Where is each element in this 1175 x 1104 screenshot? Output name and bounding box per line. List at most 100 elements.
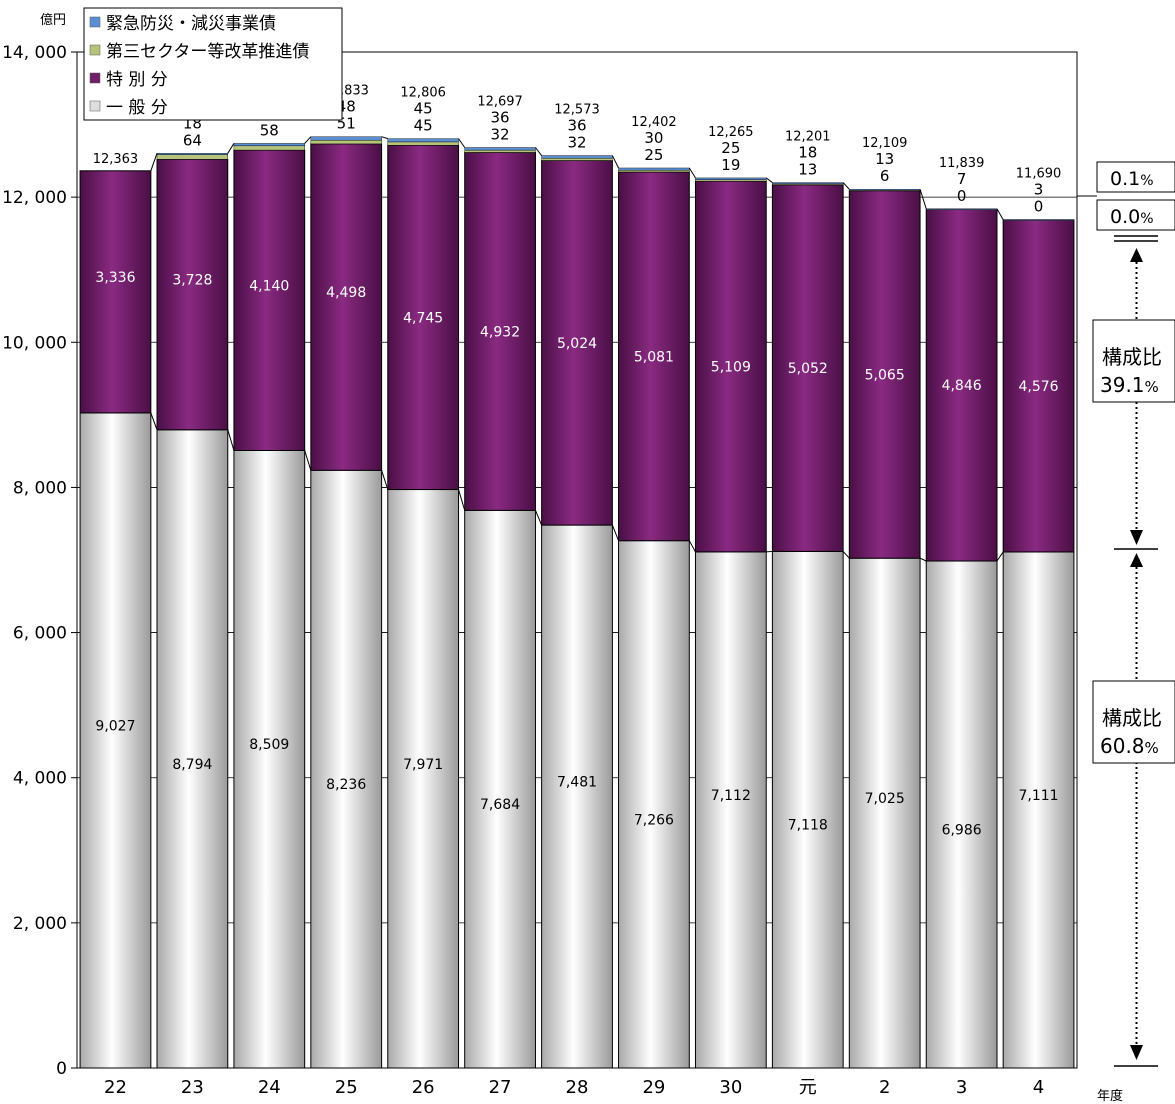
data-label-general: 7,025 [865, 791, 905, 807]
x-tick-label: 22 [104, 1077, 127, 1098]
data-label-general: 7,112 [711, 788, 751, 804]
data-label-total: 12,402 [631, 115, 677, 130]
bar-segment-general [233, 449, 306, 1069]
data-label-special: 4,932 [480, 324, 520, 340]
data-label-third-sector: 32 [567, 134, 586, 152]
y-axis-unit: 億円 [40, 12, 66, 28]
ratio-box-special-value: 39.1% [1100, 373, 1159, 397]
bar-segment-emergency [772, 182, 844, 185]
bar-segment-third-sector [464, 149, 536, 153]
legend-swatch-special [89, 72, 101, 84]
bar-segment-emergency [233, 143, 305, 147]
data-label-third-sector: 13 [798, 161, 817, 179]
x-axis-labels: 22 23 24 25 26 27 28 29 30 元 2 3 4 [104, 1077, 1044, 1098]
data-label-emergency: 45 [414, 100, 433, 118]
y-tick-label: 2, 000 [13, 914, 67, 934]
ratio-box-third-sector [1096, 199, 1175, 231]
data-label-general: 6,986 [942, 823, 982, 839]
bar-segment-general [310, 469, 383, 1069]
data-label-special: 3,728 [172, 273, 212, 289]
y-tick-label: 12, 000 [2, 188, 67, 208]
bar-segment-emergency [618, 167, 690, 171]
legend-swatch-emergency [89, 16, 101, 28]
y-tick-label: 14, 000 [2, 43, 67, 63]
bar-segment-special [387, 144, 460, 491]
data-label-third-sector: 58 [260, 121, 279, 139]
legend-label-third-sector: 第三セクター等改革推進債 [106, 42, 309, 62]
y-tick-label: 10, 000 [2, 333, 67, 353]
data-label-third-sector: 25 [644, 146, 663, 164]
legend-label-special: 特 別 分 [106, 70, 168, 90]
bar-segment-emergency [310, 136, 382, 141]
bar-segment-special [618, 171, 690, 542]
bar-segment-general [156, 429, 229, 1069]
ratio-box-emergency [1096, 161, 1175, 193]
bar-segment-special [694, 180, 767, 553]
data-label-general: 7,111 [1018, 788, 1058, 804]
data-label-special: 4,576 [1018, 379, 1058, 395]
bar-segment-special [79, 170, 152, 414]
y-tick-label: 4, 000 [13, 769, 67, 789]
data-label-third-sector: 6 [880, 167, 890, 185]
bar-segment-general [464, 509, 536, 1069]
bar-segment-special [541, 159, 613, 526]
connector-line-top [765, 177, 773, 183]
connector-line-top [688, 167, 696, 179]
bar-segment-special [1002, 219, 1075, 553]
bar-segment-emergency [464, 147, 536, 151]
bar-segment-emergency [695, 177, 767, 180]
data-label-third-sector: 45 [414, 117, 433, 135]
connector-line-top [304, 136, 312, 144]
legend-swatch-third-sector [89, 44, 101, 56]
connector-line-top [535, 147, 543, 156]
connector-line-top [996, 208, 1004, 220]
connector-line-top [150, 153, 158, 171]
connector-line-general [227, 429, 235, 451]
data-label-special: 5,081 [634, 349, 674, 365]
data-label-third-sector: 0 [957, 187, 967, 205]
ratio-box-third-sector-text: 0.0% [1110, 206, 1154, 228]
data-label-emergency: 3 [1034, 181, 1044, 199]
connector-line-general [535, 510, 543, 526]
x-tick-label: 元 [799, 1077, 817, 1098]
data-label-emergency: 18 [798, 144, 817, 162]
data-label-third-sector: 64 [183, 131, 202, 149]
arrow-head-down-general [1130, 1045, 1143, 1060]
bar-segment-emergency [926, 208, 998, 210]
connector-line-top [381, 136, 388, 140]
connector-line-general [842, 551, 850, 559]
bar-segment-general [694, 551, 767, 1069]
x-tick-label: 4 [1033, 1077, 1044, 1098]
x-tick-label: 27 [489, 1077, 512, 1098]
data-label-general: 8,794 [172, 757, 212, 773]
bar-segment-general [1002, 551, 1075, 1069]
bar-segment-general [771, 550, 844, 1069]
x-tick-label: 30 [719, 1077, 742, 1098]
data-label-total: 12,363 [93, 152, 139, 167]
data-label-special: 5,052 [788, 361, 828, 377]
x-tick-label: 2 [879, 1077, 890, 1098]
bar-segment-special [848, 190, 921, 559]
data-label-special: 4,745 [403, 310, 443, 326]
data-label-third-sector: 0 [1034, 198, 1044, 216]
connector-line-general [458, 489, 466, 511]
data-label-general: 8,509 [249, 737, 289, 753]
connector-line-top [227, 143, 235, 154]
bar-segment-general [618, 540, 690, 1069]
data-label-emergency: 30 [644, 129, 663, 147]
x-tick-label: 28 [566, 1077, 589, 1098]
y-tick-label: 0 [56, 1059, 67, 1079]
bar-segment-third-sector [618, 169, 690, 173]
connector-line-general [688, 540, 696, 553]
bar-segment-third-sector [695, 179, 767, 182]
connector-line-top [919, 189, 927, 209]
data-label-special: 4,140 [249, 278, 289, 294]
data-label-total: 12,109 [862, 136, 908, 151]
arrow-head-up-general [1130, 553, 1143, 567]
data-label-total: 12,806 [400, 86, 446, 101]
legend-label-general: 一 般 分 [106, 98, 168, 118]
data-label-emergency: 36 [491, 109, 510, 127]
x-tick-label: 23 [181, 1077, 204, 1098]
legend-box [83, 7, 343, 121]
x-tick-label: 25 [335, 1077, 358, 1098]
